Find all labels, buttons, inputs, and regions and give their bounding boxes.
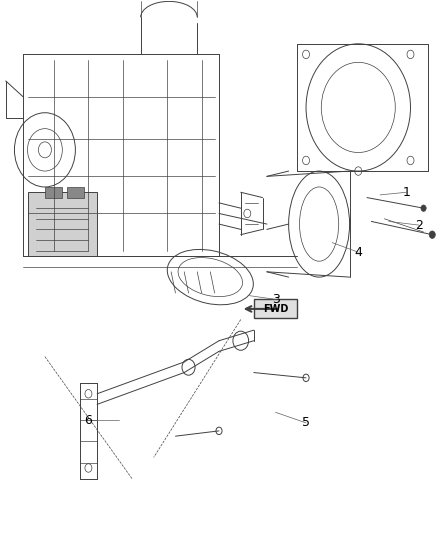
- Text: 2: 2: [415, 219, 423, 232]
- Text: 6: 6: [85, 414, 92, 427]
- FancyBboxPatch shape: [28, 192, 97, 256]
- Text: 5: 5: [302, 416, 310, 430]
- Text: 1: 1: [402, 186, 410, 199]
- FancyBboxPatch shape: [254, 300, 297, 318]
- FancyBboxPatch shape: [67, 187, 84, 198]
- Circle shape: [429, 231, 435, 238]
- Text: FWD: FWD: [263, 304, 288, 314]
- Text: 4: 4: [354, 246, 362, 259]
- Text: 3: 3: [272, 293, 279, 306]
- Circle shape: [421, 205, 426, 212]
- FancyBboxPatch shape: [45, 187, 62, 198]
